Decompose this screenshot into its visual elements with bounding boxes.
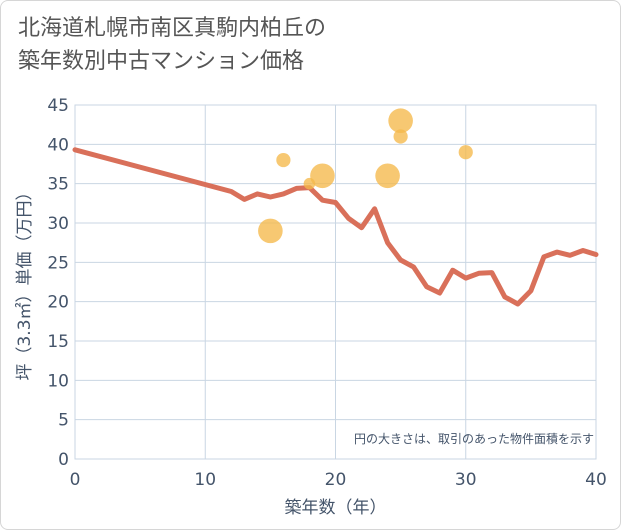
transaction-bubble bbox=[458, 145, 473, 160]
transaction-bubble bbox=[258, 218, 283, 244]
y-tick-label: 45 bbox=[47, 96, 69, 116]
chart-title: 北海道札幌市南区真駒内柏丘の 築年数別中古マンション価格 bbox=[18, 12, 326, 78]
transaction-bubble bbox=[388, 108, 413, 134]
x-axis-title: 築年数（年） bbox=[285, 498, 387, 518]
y-tick-label: 5 bbox=[58, 411, 69, 431]
y-tick-label: 15 bbox=[47, 332, 69, 352]
transaction-bubble bbox=[375, 163, 400, 189]
y-tick-label: 0 bbox=[58, 450, 69, 470]
y-axis-title: 坪（3.3㎡）単価（万円） bbox=[15, 183, 35, 380]
chart-title-line-2: 築年数別中古マンション価格 bbox=[18, 49, 305, 74]
x-tick-label: 0 bbox=[70, 470, 81, 490]
chart-note: 円の大きさは、取引のあった物件面積を示す bbox=[354, 431, 594, 446]
plot-border bbox=[74, 104, 597, 460]
transaction-bubble bbox=[276, 152, 291, 168]
x-tick-label: 10 bbox=[194, 470, 216, 490]
y-tick-label: 25 bbox=[47, 253, 69, 273]
transaction-bubble bbox=[310, 163, 335, 189]
y-tick-label: 30 bbox=[47, 214, 69, 234]
x-tick-label: 40 bbox=[585, 470, 607, 490]
y-tick-label: 35 bbox=[47, 175, 69, 195]
x-tick-label: 30 bbox=[455, 470, 477, 490]
price-line bbox=[72, 147, 599, 307]
y-tick-label: 20 bbox=[47, 293, 69, 313]
y-tick-label: 10 bbox=[47, 371, 69, 391]
transaction-bubble bbox=[393, 129, 408, 144]
y-tick-label: 40 bbox=[47, 135, 69, 155]
chart-title-line-1: 北海道札幌市南区真駒内柏丘の bbox=[18, 16, 327, 41]
x-tick-label: 20 bbox=[325, 470, 347, 490]
